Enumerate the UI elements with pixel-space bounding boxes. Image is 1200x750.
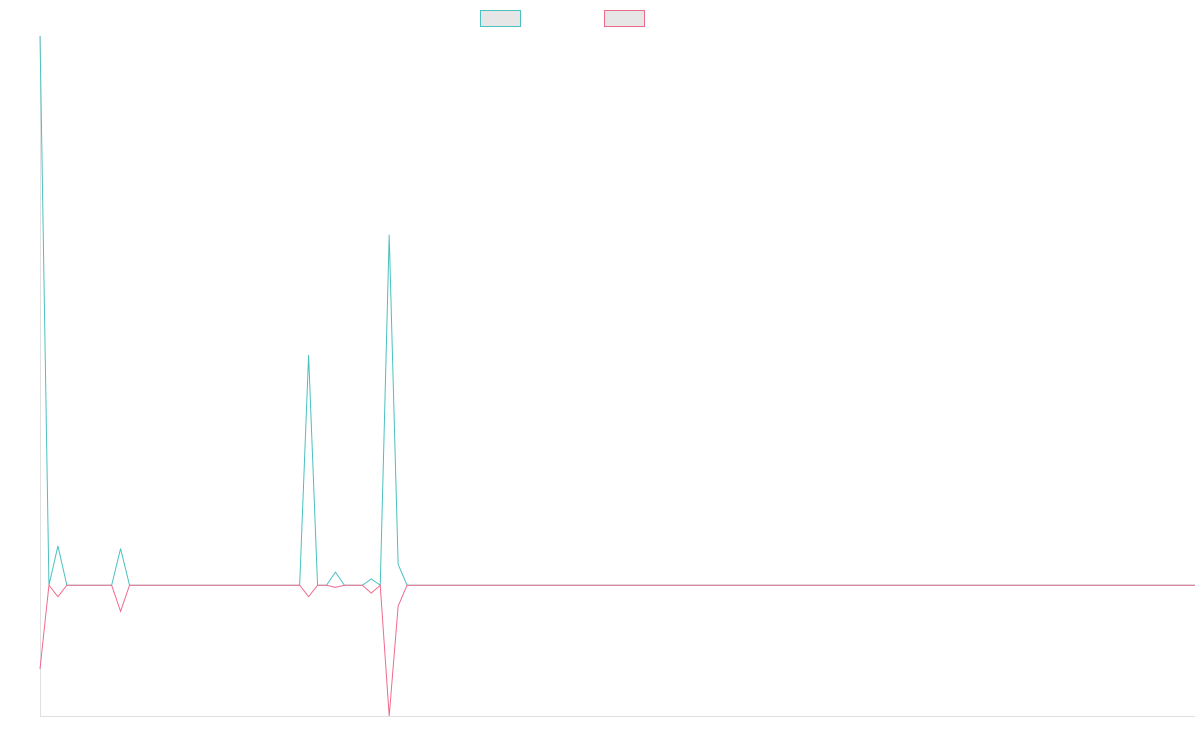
legend-item-2[interactable] [604,10,645,27]
series-layer [39,35,1195,717]
legend[interactable] [480,10,645,27]
series-line-1 [39,35,1195,587]
series-line-2 [39,583,1195,717]
legend-swatch-1[interactable] [480,10,521,27]
legend-item-1[interactable] [480,10,521,27]
legend-swatch-2[interactable] [604,10,645,27]
